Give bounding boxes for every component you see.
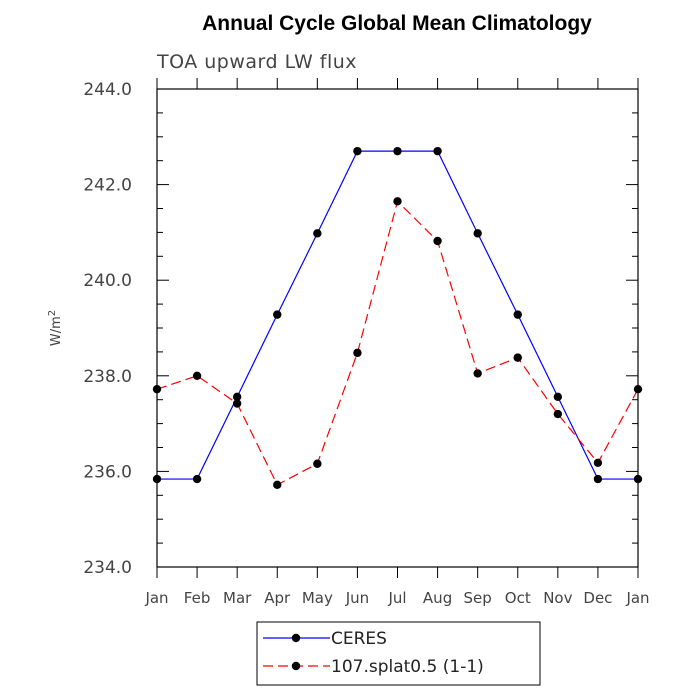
x-tick-label: Dec xyxy=(583,589,612,607)
data-point xyxy=(513,353,522,362)
data-point xyxy=(513,310,522,319)
x-tick-label: May xyxy=(302,589,333,607)
data-point xyxy=(232,399,242,408)
x-tick-label: Jan xyxy=(144,589,168,607)
data-point xyxy=(473,229,482,238)
data-point xyxy=(393,146,402,156)
data-point xyxy=(433,146,442,156)
legend: CERES 107.splat0.5 (1-1) xyxy=(256,621,541,686)
data-point xyxy=(313,459,322,468)
plot-frame xyxy=(156,88,639,568)
data-point xyxy=(593,458,603,467)
data-point xyxy=(152,474,162,484)
x-tick-label: Jun xyxy=(345,589,369,607)
data-point xyxy=(192,474,202,484)
y-tick-label: 244.0 xyxy=(83,80,132,100)
data-point xyxy=(553,409,563,419)
data-point xyxy=(593,474,603,484)
series-line-2 xyxy=(156,200,639,486)
legend-label-2: 107.splat0.5 (1-1) xyxy=(331,657,484,677)
y-tick-label: 238.0 xyxy=(83,367,132,387)
y-axis-label: W/m2 xyxy=(47,310,64,346)
legend-box xyxy=(256,621,541,686)
y-tick-label: 236.0 xyxy=(83,462,132,482)
data-point xyxy=(273,310,282,319)
data-point xyxy=(433,236,442,246)
x-tick-label: Oct xyxy=(505,589,531,607)
data-point xyxy=(633,384,643,394)
series-layer xyxy=(152,146,643,489)
x-tick-label: Nov xyxy=(543,589,572,607)
y-tick-label: 242.0 xyxy=(83,176,132,196)
x-tick-label: Sep xyxy=(464,589,492,607)
data-point xyxy=(313,229,322,238)
data-point xyxy=(633,474,643,484)
data-point xyxy=(152,384,162,394)
plot-axes: 234.0 236.0 238.0 240.0 242.0 244.0 Jan Feb Mar A… xyxy=(83,78,650,607)
data-point xyxy=(273,480,282,489)
data-point xyxy=(353,146,362,156)
chart-title: Annual Cycle Global Mean Climatology xyxy=(202,12,592,35)
data-point xyxy=(192,371,202,380)
x-tick-label: Jul xyxy=(387,589,406,607)
chart-subtitle: TOA upward LW flux xyxy=(156,51,357,73)
x-tick-label: Apr xyxy=(264,589,291,607)
x-tick-label: Aug xyxy=(423,589,452,607)
data-point xyxy=(232,392,242,402)
data-point xyxy=(553,392,563,402)
data-point xyxy=(353,348,362,358)
legend-marker xyxy=(291,661,301,671)
x-tick-label: Feb xyxy=(184,589,211,607)
data-point xyxy=(393,197,402,206)
data-point xyxy=(473,369,482,378)
y-tick-label: 234.0 xyxy=(83,558,132,578)
legend-label-1: CERES xyxy=(331,629,387,649)
x-tick-label: Jan xyxy=(625,589,649,607)
legend-marker xyxy=(291,633,301,643)
x-tick-label: Mar xyxy=(223,589,252,607)
y-tick-label: 240.0 xyxy=(83,271,132,291)
